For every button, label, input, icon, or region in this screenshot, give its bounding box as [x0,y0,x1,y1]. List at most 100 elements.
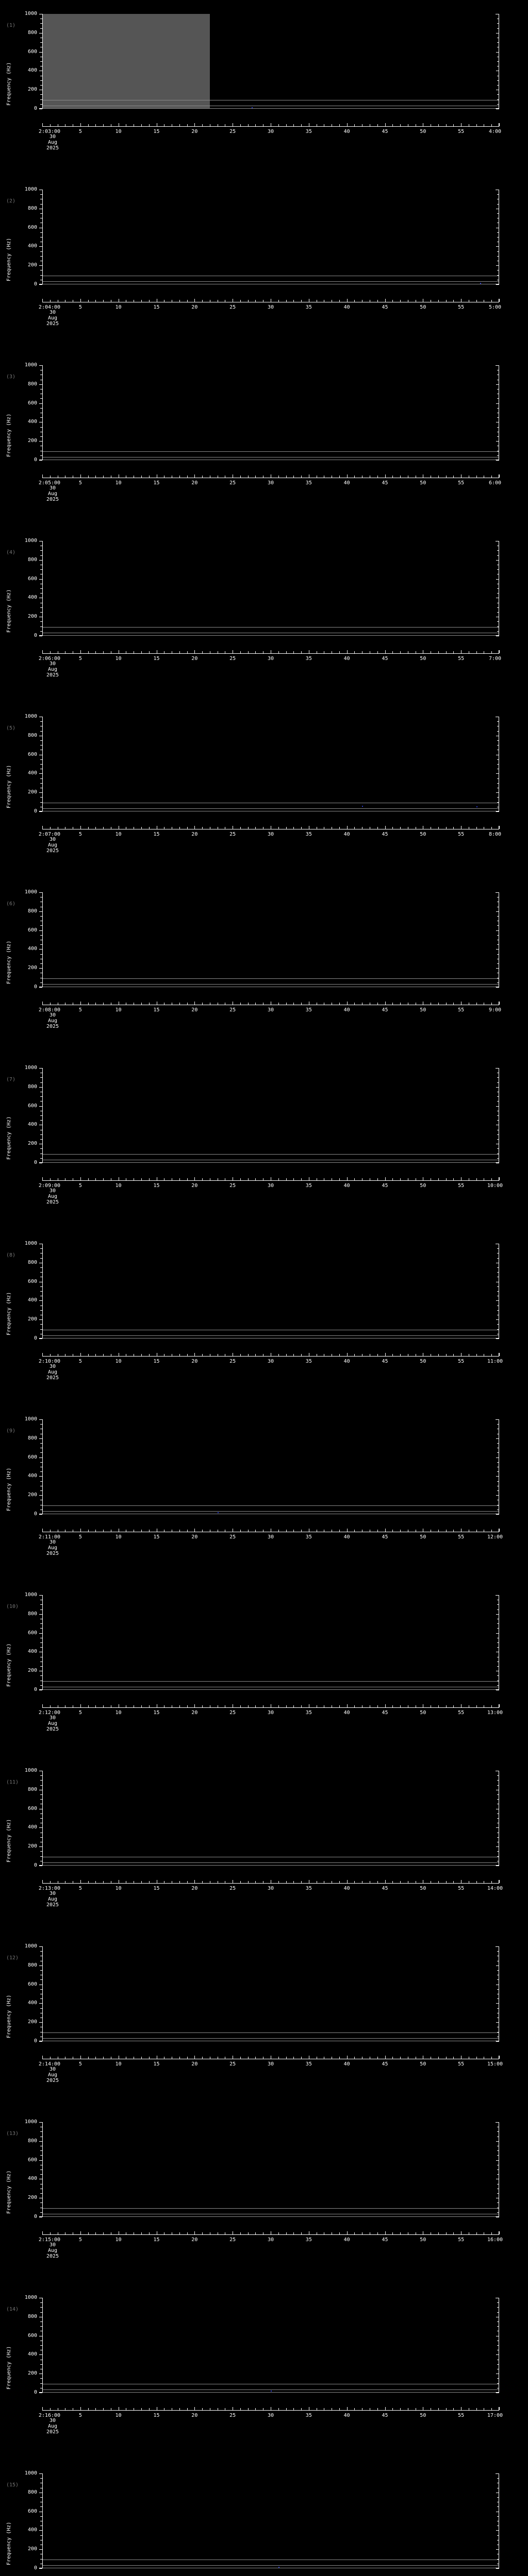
x-axis-tick [346,2231,348,2234]
y-axis-tick [40,1666,42,1667]
panel-number-label: (3) [6,374,16,380]
x-axis-tick-label: 35 [305,2061,312,2067]
x-axis-tick [187,300,188,302]
y-axis-tick [40,1258,42,1259]
x-axis-tick [446,124,447,126]
x-axis-tick [377,2408,378,2410]
x-axis-tick-label: 10 [115,1007,122,1013]
reference-line [42,1505,499,1506]
y-axis-tick [40,2131,42,2132]
y-axis-tick [496,441,499,442]
panel-number-label: (11) [6,1780,19,1785]
x-axis-tick [42,1002,43,1005]
x-axis-tick [95,300,96,302]
x-axis-tick-label: 10 [115,129,122,134]
x-axis-tick [286,1881,287,1883]
plot-area [42,14,499,109]
x-axis-tick-label: 10 [115,1886,122,1891]
x-axis-tick [255,2408,256,2410]
y-axis-tick [40,2321,42,2322]
y-axis-tick-label: 600 [27,1630,37,1636]
x-axis-tick [194,2056,195,2059]
y-axis-tick [497,2312,499,2313]
x-axis-tick [339,1178,340,1180]
y-axis-tick [40,1286,42,1287]
y-axis-tick [39,1846,42,1848]
x-axis-tick [339,1354,340,1356]
y-axis-tick [496,2530,499,2531]
y-axis-tick [40,2383,42,2384]
plot-area [42,365,499,460]
x-axis-tick-label: 30 [267,1886,274,1891]
axis-cap [39,1162,43,1163]
x-axis-tick-label: 20 [191,480,198,486]
y-axis-left [42,717,43,811]
x-axis-tick [339,1003,340,1005]
x-axis-tick [339,2057,340,2059]
x-axis-tick [42,1880,43,1883]
y-axis-tick [40,213,42,214]
x-axis-tick-label: 45 [382,1007,388,1013]
x-axis-tick [392,827,393,829]
x-axis-tick-label: 45 [382,1183,388,1189]
x-axis-tick-label: 40 [343,1534,350,1540]
y-axis-tick [497,1989,499,1990]
x-axis-tick [187,2408,188,2410]
x-axis-tick [194,1704,195,1707]
x-axis-tick [377,300,378,302]
y-axis-title: Frequency (Hz) [6,62,12,106]
reference-line [42,2565,499,2566]
x-axis-tick-label: 15 [153,2237,160,2243]
x-axis-tick-label: 40 [343,1886,350,1891]
y-axis-tick [496,246,499,247]
y-axis-tick [497,1609,499,1610]
x-axis-tick [148,124,150,126]
x-axis-tick [255,300,256,302]
x-axis-tick [88,2408,89,2410]
y-axis-tick [39,811,42,812]
y-axis-tick [497,1248,499,1249]
y-axis-tick [40,1775,42,1776]
x-axis-tick [179,2408,180,2410]
y-axis-tick [497,588,499,589]
x-axis-tick [80,2407,81,2410]
x-axis-tick [50,827,51,829]
y-axis-tick [40,1120,42,1121]
x-axis-date-label: 30 Aug 2025 [46,485,59,502]
y-axis-tick [40,85,42,86]
y-axis-tick-label: 0 [34,2389,37,2395]
y-axis-tick [496,1338,499,1339]
y-axis-tick [497,2212,499,2213]
x-axis-tick-label: 45 [382,1886,388,1891]
reference-line [42,2032,499,2033]
x-axis-tick [179,1530,180,1532]
x-axis-tick-label: 40 [343,1710,350,1716]
x-axis-tick-label: 35 [305,2413,312,2418]
y-axis-tick [40,2212,42,2213]
x-axis-tick-label: 10 [115,304,122,310]
x-axis-tick-label: 50 [420,129,426,134]
y-axis-tick [40,783,42,784]
x-axis-tick [453,476,454,478]
x-axis-tick [385,1002,386,1005]
x-axis-tick [301,1881,302,1883]
x-axis-tick [293,1881,294,1883]
x-axis-tick [50,1354,51,1356]
x-axis-tick [354,827,355,829]
y-axis-tick [40,1267,42,1268]
y-axis-tick-label: 400 [27,67,37,74]
y-axis-tick [40,550,42,551]
x-axis-tick [103,1705,104,1707]
x-axis-tick [446,1881,447,1883]
y-axis-tick [40,626,42,627]
x-axis-tick-label: 5 [78,832,82,837]
y-axis-tick [40,398,42,399]
x-axis-tick [293,1354,294,1356]
x-axis-tick [400,651,401,653]
x-axis-tick [293,2232,294,2234]
x-axis-tick [400,1354,401,1356]
y-axis-tick [497,916,499,917]
axis-cap [39,635,43,636]
spectrogram-panel: 0 200 400 600 800 1000 Frequency (Hz) (8) 2:10:0… [0,1230,528,1405]
x-axis-tick [248,1530,249,1532]
